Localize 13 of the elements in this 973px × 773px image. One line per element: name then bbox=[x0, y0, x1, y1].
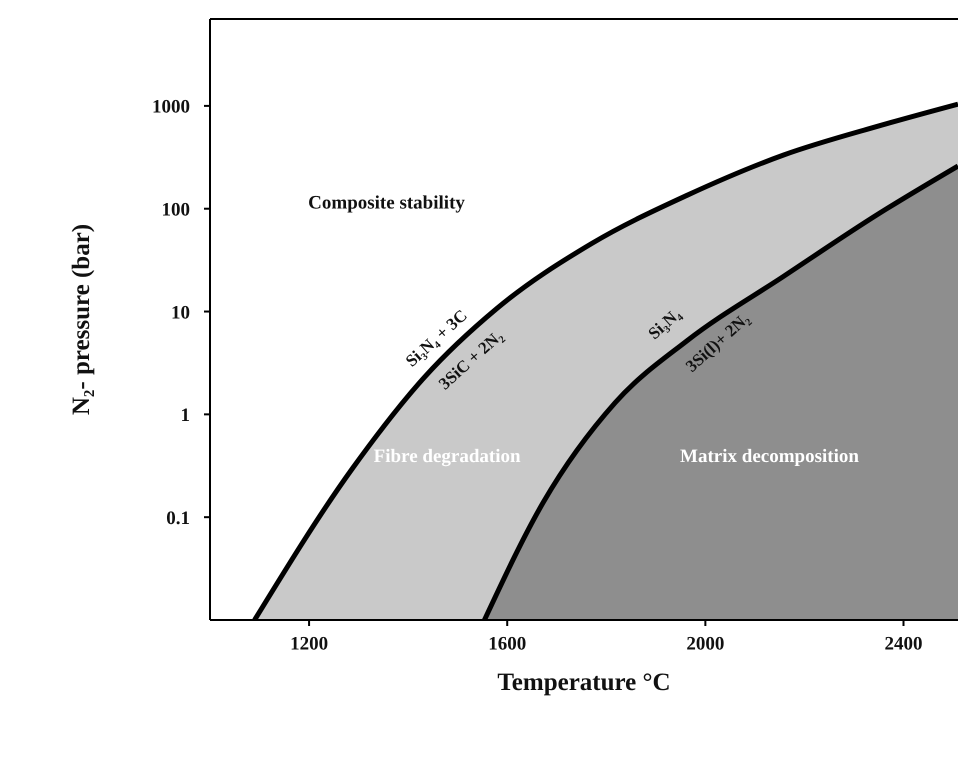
y-tick-label: 1000 bbox=[152, 96, 190, 118]
x-tick-label: 1200 bbox=[290, 633, 328, 654]
y-tick-label: 10 bbox=[171, 302, 190, 324]
y-axis-title: N₂- pressure (bar) bbox=[68, 224, 95, 416]
annotation: Matrix decomposition bbox=[680, 446, 860, 468]
x-tick-label: 2000 bbox=[686, 633, 724, 654]
y-tick-label: 1 bbox=[180, 405, 190, 426]
y-tick-label: 100 bbox=[162, 199, 190, 220]
x-tick-label: 2400 bbox=[884, 633, 923, 654]
annotation: Composite stability bbox=[308, 192, 466, 214]
x-tick-label: 1600 bbox=[488, 633, 526, 654]
x-axis-title: Temperature °C bbox=[497, 669, 671, 696]
y-tick-label: 0.1 bbox=[166, 508, 190, 529]
